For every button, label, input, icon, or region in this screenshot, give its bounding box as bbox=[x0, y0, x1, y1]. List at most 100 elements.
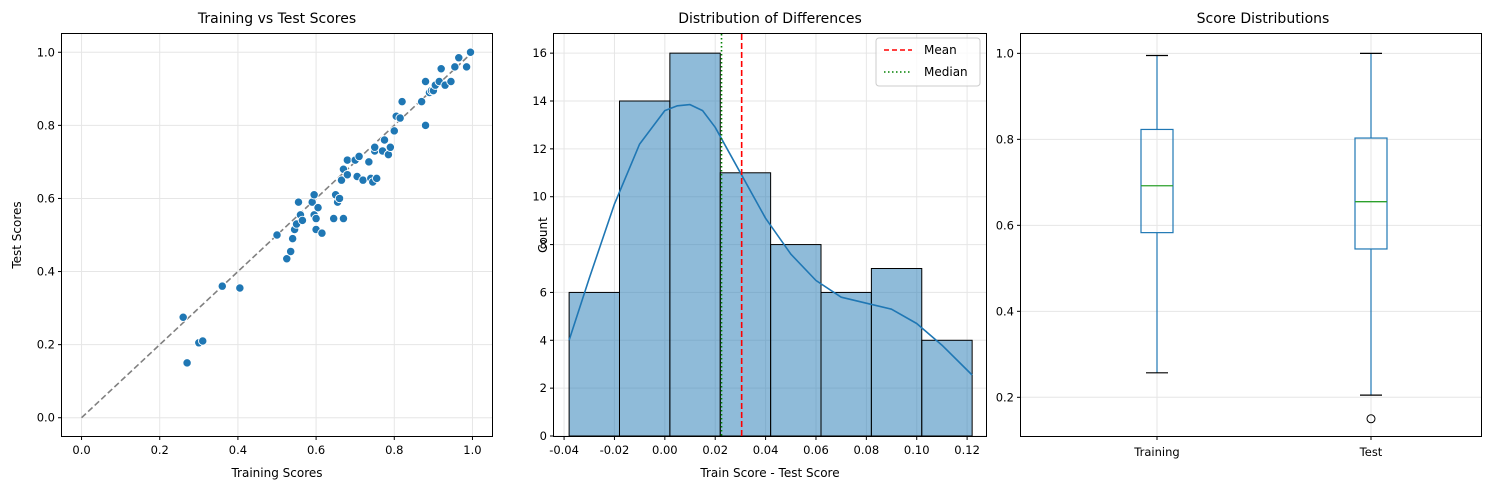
scatter-point bbox=[309, 190, 319, 200]
histogram-bar bbox=[568, 291, 620, 437]
boxplot-y-ticks: 0.2 0.4 0.6 0.8 1.0 bbox=[996, 46, 1021, 404]
histogram-x-tick-label: 0.02 bbox=[702, 443, 728, 457]
histogram-x-tick-label: 0.12 bbox=[954, 443, 980, 457]
boxplot-y-tick-label: 0.6 bbox=[996, 218, 1014, 232]
histogram-y-tick-label: 8 bbox=[540, 238, 547, 252]
scatter-point bbox=[293, 197, 304, 207]
scatter-y-tick-label: 0.2 bbox=[37, 338, 55, 352]
scatter-point bbox=[379, 135, 390, 145]
scatter-point bbox=[313, 202, 323, 213]
histogram-y-tick-label: 12 bbox=[532, 142, 547, 156]
boxplot-x-tick-label: Test bbox=[1359, 445, 1383, 459]
histogram-bar bbox=[820, 291, 872, 437]
scatter-point bbox=[311, 213, 321, 224]
scatter-point bbox=[446, 76, 456, 87]
scatter-point bbox=[370, 142, 380, 152]
histogram-y-tick-label: 6 bbox=[540, 285, 547, 299]
histogram-bars bbox=[568, 52, 973, 437]
outlier-point bbox=[1366, 414, 1376, 424]
scatter-point bbox=[338, 213, 349, 224]
kde-curve bbox=[568, 103, 973, 376]
scatter-x-tick-label: 0.4 bbox=[229, 443, 247, 457]
scatter-point bbox=[342, 170, 353, 180]
scatter-point bbox=[354, 151, 364, 162]
boxplot-boxes bbox=[1140, 52, 1388, 424]
scatter-xlabel: Training Scores bbox=[230, 466, 322, 480]
scatter-y-ticks: 0.0 0.2 0.4 0.6 0.8 1.0 bbox=[37, 45, 62, 425]
histogram-x-tick-label: 0.00 bbox=[652, 443, 678, 457]
scatter-point bbox=[178, 312, 188, 322]
histogram-kde-curve bbox=[568, 103, 973, 376]
scatter-point bbox=[282, 254, 292, 264]
histogram-bar bbox=[669, 52, 721, 437]
scatter-point bbox=[198, 336, 208, 346]
scatter-title: Training vs Test Scores bbox=[197, 11, 356, 27]
histogram-bar bbox=[719, 172, 772, 437]
scatter-point bbox=[389, 126, 399, 136]
scatter-point bbox=[450, 62, 460, 72]
histogram-y-tick-label: 2 bbox=[540, 381, 547, 395]
histogram-bar bbox=[770, 244, 822, 437]
histogram-y-ticks: 0 2 4 6 8 10 12 14 16 bbox=[532, 46, 554, 443]
scatter-x-tick-label: 0.8 bbox=[385, 443, 403, 457]
histogram-x-tick-label: -0.04 bbox=[549, 443, 579, 457]
scatter-point bbox=[272, 230, 282, 240]
scatter-point bbox=[358, 175, 368, 185]
boxplot-panel: Score Distributions Training Test 0.20.40… bbox=[996, 11, 1482, 459]
scatter-point bbox=[297, 215, 308, 226]
scatter-point bbox=[342, 155, 353, 165]
scatter-y-tick-label: 1.0 bbox=[37, 45, 55, 59]
histogram-y-tick-label: 10 bbox=[532, 190, 547, 204]
scatter-point bbox=[420, 120, 431, 131]
scatter-point bbox=[334, 193, 345, 204]
histogram-x-ticks: -0.04 -0.02 0.00 0.02 0.04 0.06 0.08 0.10 0.12 bbox=[549, 436, 980, 457]
histogram-mean-median-lines bbox=[720, 34, 743, 436]
scatter-axes-frame bbox=[61, 33, 493, 437]
scatter-point bbox=[182, 358, 192, 368]
scatter-y-tick-label: 0.6 bbox=[37, 191, 55, 205]
histogram-ylabel: Count bbox=[536, 217, 550, 253]
histogram-x-tick-label: -0.02 bbox=[600, 443, 630, 457]
histogram-x-tick-label: 0.08 bbox=[854, 443, 880, 457]
box-test bbox=[1354, 52, 1388, 424]
boxplot-axes-frame bbox=[1020, 33, 1482, 437]
scatter-point bbox=[329, 213, 339, 224]
histogram-legend: Mean Median bbox=[875, 37, 981, 87]
histogram-y-tick-label: 16 bbox=[532, 46, 547, 60]
boxplot-title: Score Distributions bbox=[1197, 11, 1330, 27]
histogram-x-tick-label: 0.04 bbox=[753, 443, 779, 457]
scatter-point bbox=[235, 283, 245, 293]
scatter-x-ticks: 0.0 0.2 0.4 0.6 0.8 1.0 bbox=[72, 436, 482, 457]
scatter-point bbox=[454, 53, 464, 63]
scatter-x-tick-label: 0.0 bbox=[72, 443, 90, 457]
boxplot-y-tick-label: 0.4 bbox=[996, 304, 1014, 318]
iqr-box bbox=[1354, 137, 1388, 250]
histogram-panel: Distribution of Differences -0.04 -0.02 0.… bbox=[532, 11, 987, 480]
scatter-panel: Training vs Test Scores 0.0 0.2 0.4 0.6 0.8 1… bbox=[10, 11, 493, 480]
scatter-point bbox=[286, 246, 296, 257]
scatter-point bbox=[287, 234, 298, 244]
scatter-point bbox=[436, 64, 446, 74]
boxplot-grid bbox=[1021, 34, 1481, 436]
scatter-point bbox=[217, 281, 227, 291]
scatter-point bbox=[397, 96, 407, 107]
scatter-x-tick-label: 0.2 bbox=[151, 443, 169, 457]
histogram-x-tick-label: 0.06 bbox=[803, 443, 829, 457]
scatter-points bbox=[178, 47, 476, 368]
boxplot-y-tick-label: 0.8 bbox=[996, 132, 1014, 146]
iqr-box bbox=[1140, 128, 1174, 234]
scatter-reference-line bbox=[80, 51, 474, 419]
legend-mean-label: Mean bbox=[924, 43, 957, 57]
histogram-x-tick-label: 0.10 bbox=[904, 443, 930, 457]
scatter-y-tick-label: 0.8 bbox=[37, 118, 55, 132]
scatter-y-tick-label: 0.4 bbox=[37, 265, 55, 279]
scatter-point bbox=[336, 175, 347, 185]
identity-reference-line bbox=[80, 51, 474, 419]
boxplot-y-tick-label: 0.2 bbox=[996, 390, 1014, 404]
box-training bbox=[1140, 54, 1174, 374]
scatter-y-tick-label: 0.0 bbox=[37, 411, 55, 425]
scatter-point bbox=[416, 96, 427, 107]
scatter-point bbox=[395, 113, 405, 123]
histogram-xlabel: Train Score - Test Score bbox=[699, 466, 839, 480]
